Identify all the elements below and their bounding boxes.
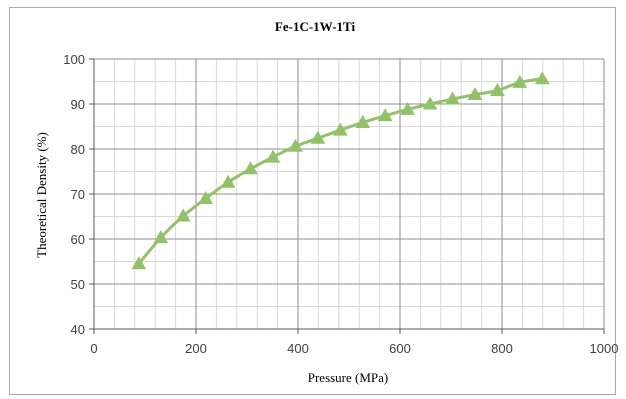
data-point-marker <box>355 114 371 128</box>
data-point-marker <box>422 96 438 110</box>
data-point-marker <box>310 130 326 144</box>
x-axis-label: Pressure (MPa) <box>308 370 389 385</box>
data-point-marker <box>445 91 460 105</box>
data-point-marker <box>400 101 416 115</box>
x-tick-label: 200 <box>185 341 207 356</box>
x-tick-label: 600 <box>389 341 411 356</box>
chart-title: Fe-1C-1W-1Ti <box>275 19 356 34</box>
y-tick-label: 100 <box>63 52 85 67</box>
chart-frame <box>9 7 616 395</box>
data-point-marker <box>220 174 236 188</box>
data-point-marker <box>534 71 550 85</box>
y-axis-label: Theoretical Density (%) <box>34 132 49 258</box>
x-tick-label: 1000 <box>590 341 619 356</box>
data-point-marker <box>512 74 528 88</box>
data-point-marker <box>288 138 303 152</box>
series-group <box>131 71 550 270</box>
data-point-marker <box>467 87 483 101</box>
y-tick-label: 90 <box>71 97 85 112</box>
data-point-marker <box>377 108 393 122</box>
data-point-marker <box>153 230 169 244</box>
y-tick-label: 40 <box>71 322 85 337</box>
axes <box>89 58 605 334</box>
y-tick-label: 70 <box>71 187 85 202</box>
data-point-marker <box>175 208 191 222</box>
grid <box>94 58 605 329</box>
data-point-marker <box>243 161 258 175</box>
y-tick-label: 80 <box>71 142 85 157</box>
x-tick-label: 400 <box>287 341 309 356</box>
data-point-marker <box>332 122 348 136</box>
data-point-marker <box>490 82 505 96</box>
y-tick-label: 60 <box>71 232 85 247</box>
data-point-marker <box>131 256 147 270</box>
y-tick-label: 50 <box>71 277 85 292</box>
data-point-marker <box>265 149 281 163</box>
data-point-marker <box>198 190 214 204</box>
x-tick-label: 0 <box>90 341 97 356</box>
x-tick-label: 800 <box>491 341 513 356</box>
